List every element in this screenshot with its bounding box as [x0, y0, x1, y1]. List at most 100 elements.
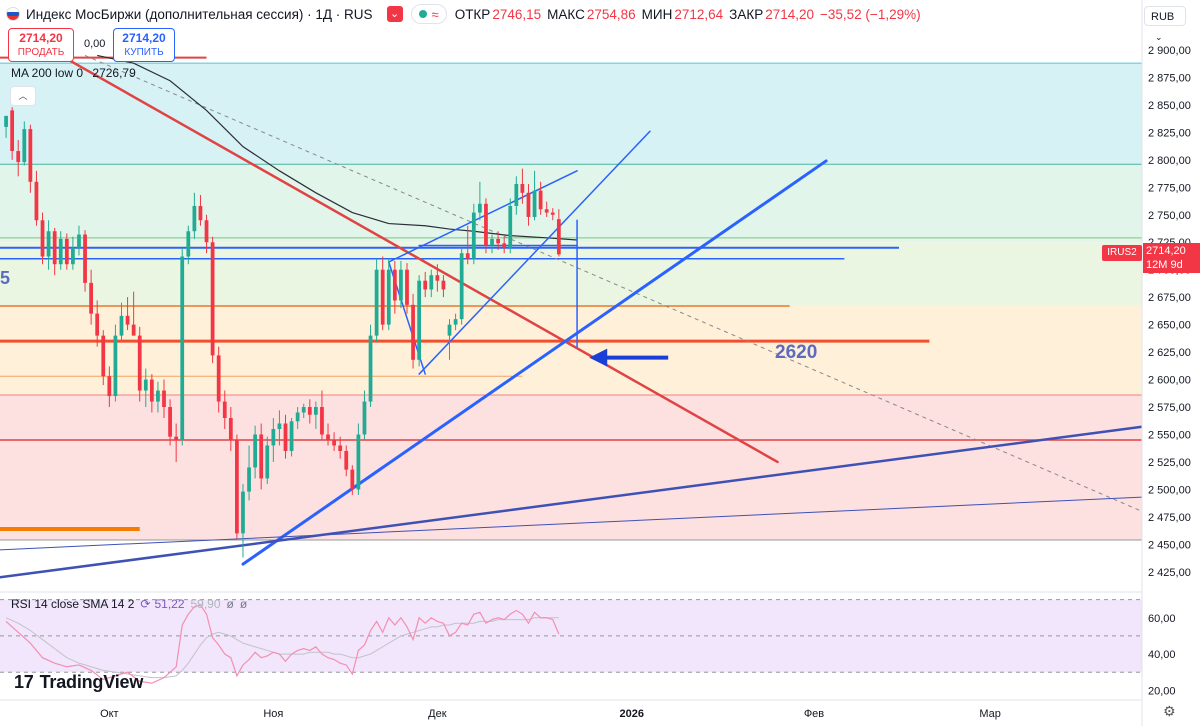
- candle-body: [46, 231, 51, 257]
- price-tick-label: 2 525,00: [1148, 457, 1191, 469]
- candle-body: [362, 401, 367, 435]
- collapse-legend-icon[interactable]: ︿: [10, 86, 36, 106]
- candle: [16, 140, 21, 177]
- hidden-icon[interactable]: ø: [226, 597, 234, 611]
- rsi-legend[interactable]: RSI 14 close SMA 14 2 ⟳ 51,22 59,90 ø ø: [11, 597, 247, 611]
- candle: [295, 407, 300, 429]
- candle: [198, 194, 203, 226]
- sell-price: 2714,20: [19, 31, 63, 45]
- candle-body: [447, 324, 452, 336]
- candle-body: [247, 467, 251, 492]
- zone-1: [0, 164, 1142, 243]
- candle: [235, 434, 239, 539]
- candle-body: [550, 212, 555, 215]
- alert-icon[interactable]: ⌄: [386, 6, 403, 22]
- candle-body: [471, 212, 476, 259]
- candle: [58, 231, 63, 270]
- candle: [344, 445, 349, 477]
- candle: [125, 297, 130, 331]
- candle-body: [143, 379, 148, 391]
- candle-body: [241, 491, 245, 534]
- candle-body: [137, 335, 142, 391]
- candle-body: [338, 445, 343, 451]
- candle: [508, 198, 513, 254]
- candle-body: [368, 335, 373, 402]
- candle: [289, 418, 294, 457]
- candle: [101, 330, 106, 386]
- buy-button[interactable]: 2714,20 КУПИТЬ: [113, 28, 175, 62]
- candle-body: [58, 238, 63, 265]
- spread-value: 0,00: [84, 38, 106, 50]
- candle-body: [156, 390, 160, 402]
- last-price: 2714,20: [1146, 245, 1186, 257]
- hidden-icon-2[interactable]: ø: [239, 597, 248, 611]
- gear-icon[interactable]: ⚙: [1163, 703, 1176, 719]
- candle-body: [556, 219, 561, 255]
- candle: [520, 168, 525, 204]
- candle: [471, 203, 476, 265]
- candle: [477, 181, 482, 221]
- candle: [28, 124, 33, 193]
- trend-line: [241, 159, 828, 566]
- buy-price: 2714,20: [122, 31, 166, 45]
- candle: [465, 225, 470, 265]
- candle: [64, 233, 69, 270]
- candles-layer: [4, 107, 561, 558]
- candle: [277, 410, 282, 446]
- candle-body: [83, 234, 87, 283]
- time-tick-label: Фев: [804, 708, 824, 720]
- candle: [71, 236, 75, 270]
- candle-body: [289, 421, 294, 451]
- market-status-pill[interactable]: ≈: [410, 4, 447, 24]
- low-label: МИН: [641, 6, 673, 22]
- low-value: 2712,64: [674, 6, 724, 22]
- candle: [131, 291, 136, 336]
- price-tick-label: 2 850,00: [1148, 100, 1191, 112]
- symbol-title[interactable]: Индекс МосБиржи (дополнительная сессия) …: [26, 6, 373, 22]
- candle: [532, 170, 537, 221]
- settings-loop-icon[interactable]: ⟳: [140, 597, 151, 611]
- symbol-tag: IRUS2: [1102, 245, 1142, 261]
- price-tick-label: 2 475,00: [1148, 512, 1191, 524]
- candle-body: [4, 115, 8, 127]
- currency-selector[interactable]: RUB ⌄: [1144, 6, 1186, 42]
- candle-body: [484, 203, 488, 246]
- close-label: ЗАКР: [729, 6, 764, 22]
- price-tick-label: 2 675,00: [1148, 292, 1191, 304]
- candle: [514, 176, 519, 215]
- trend-line: [59, 54, 779, 464]
- candle: [350, 465, 355, 495]
- candle-body: [399, 269, 403, 301]
- candle: [95, 300, 100, 347]
- candle-body: [423, 280, 428, 290]
- candle: [423, 271, 428, 298]
- symbol-header[interactable]: Индекс МосБиржи (дополнительная сессия) …: [0, 3, 927, 25]
- candle-body: [417, 280, 422, 360]
- candle: [307, 399, 312, 424]
- candle: [46, 220, 51, 270]
- candle: [228, 407, 233, 451]
- candle: [204, 214, 209, 254]
- candle: [83, 230, 87, 292]
- candle: [429, 269, 434, 298]
- price-tick-label: 2 800,00: [1148, 155, 1191, 167]
- sell-button[interactable]: 2714,20 ПРОДАТЬ: [8, 28, 74, 62]
- candle: [253, 425, 258, 479]
- candle: [107, 366, 112, 408]
- buy-label: КУПИТЬ: [124, 47, 164, 58]
- time-tick-label: 2026: [620, 708, 644, 720]
- annotation-2620[interactable]: 2620: [775, 342, 818, 363]
- candle-body: [307, 407, 312, 415]
- change-value: −35,52 (−1,29%): [820, 6, 921, 22]
- tradingview-logo[interactable]: 17 TradingView: [14, 672, 143, 693]
- candle-body: [180, 256, 185, 440]
- price-tick-label: 2 425,00: [1148, 567, 1191, 579]
- trend-line: [0, 425, 1144, 579]
- candle-body: [477, 203, 482, 213]
- candle: [180, 247, 185, 446]
- ma-legend[interactable]: MA 200 low 0 2726,79: [11, 66, 136, 80]
- price-tick-label: 2 600,00: [1148, 375, 1191, 387]
- candle-body: [228, 418, 233, 440]
- candle: [259, 423, 264, 490]
